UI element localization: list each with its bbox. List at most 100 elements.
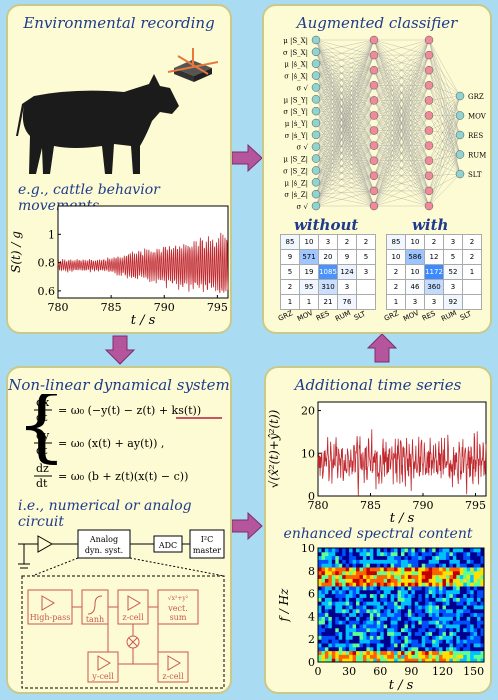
x-tick-label: 790 — [413, 499, 434, 512]
panel-cls: Augmented classifier μ |S_X| σ |S_X| μ |ṡ_… — [262, 4, 492, 334]
cm-cell: 3 — [356, 264, 376, 280]
cm-cell: 10 — [299, 234, 319, 250]
y-tick-label: 2 — [308, 633, 315, 646]
neural-network: μ |S_X| σ |S_X| μ |ṡ_X| σ |ṡ_X| σ √ μ |S_Y| σ … — [283, 35, 487, 211]
nn-node — [311, 178, 321, 187]
circuit-sum: sum — [170, 613, 187, 622]
nn-input-label: σ √ — [297, 144, 309, 152]
nn-node — [369, 186, 379, 196]
cm-cell: 3 — [443, 279, 463, 295]
nn-input-label: σ |ṡ_Z| — [284, 191, 308, 199]
nn-node — [424, 50, 434, 60]
cm-cell: 571 — [299, 249, 319, 265]
nn-node — [424, 96, 434, 105]
series-line — [57, 232, 229, 294]
cm-cell: 1 — [299, 294, 319, 310]
circuit-sqrt: √x²+y² — [168, 595, 189, 602]
y-tick-label: 10 — [301, 447, 315, 460]
circuit-highpass: High-pass — [30, 613, 71, 622]
cm-class-label: GRZ — [383, 309, 401, 323]
nn-input-label: μ |S_X| — [283, 37, 308, 45]
env-title: Environmental recording — [23, 14, 215, 32]
cm-cell: 2 — [386, 264, 406, 280]
nn-node — [424, 141, 434, 150]
nn-node — [369, 50, 379, 60]
circuit-zcell2: z-cell — [162, 672, 184, 681]
svg-text:dz: dz — [36, 462, 49, 475]
y-tick-label: 0 — [308, 490, 315, 503]
nn-node — [369, 81, 379, 90]
cm-cell: 124 — [337, 264, 357, 280]
nn-node — [311, 95, 321, 104]
nn-node — [369, 111, 379, 120]
nn-input-label: σ |ṡ_Y| — [285, 132, 308, 140]
svg-text:dt: dt — [36, 477, 48, 490]
acceleration-chart: 780 785 790 795 0.6 0.8 1 t / s S(t) / g — [9, 205, 229, 328]
cm-cell: 3 — [424, 294, 444, 310]
cm-class-label: RES — [314, 309, 331, 323]
panel-env: Environmental recording e.g., cattle beh… — [6, 4, 232, 334]
y-tick-label: 4 — [308, 610, 315, 623]
circuit-master: master — [193, 546, 221, 555]
x-tick-label: 780 — [308, 499, 329, 512]
cm-class-label: MOV — [402, 308, 421, 324]
circuit-analog: Analog — [89, 535, 118, 544]
arrow-ats-to-cls — [366, 333, 398, 363]
arrow-env-to-cls — [231, 143, 263, 173]
nn-input-label: σ |S_Y| — [283, 108, 308, 116]
confusion-matrix-without: 85 10 3 2 2 9 571 20 9 5 5 19 1085 124 3 2 95 310 3 1 1 21 76 — [280, 234, 376, 310]
panel-ats: Additional time series 780 785 790 795 0 10 20… — [264, 366, 492, 694]
circuit-ycell: y-cell — [91, 672, 114, 681]
nn-node — [311, 35, 321, 45]
y-axis-label: S(t) / g — [9, 231, 23, 273]
svg-text:dx: dx — [36, 396, 50, 409]
cm-cell — [356, 294, 376, 310]
x-tick-label: 30 — [342, 665, 356, 678]
nn-node — [369, 65, 379, 75]
y-tick-label: 20 — [301, 405, 315, 418]
cm-cell: 52 — [443, 264, 463, 280]
nn-node — [369, 126, 379, 135]
nn-node — [311, 59, 321, 68]
nn-node — [369, 35, 379, 45]
circuit-adc: ADC — [158, 541, 177, 550]
circuit-zcell: z-cell — [122, 613, 144, 622]
cm-cell: 76 — [337, 294, 357, 310]
nn-node — [455, 169, 465, 179]
cm-cell — [462, 279, 482, 295]
y-tick-label: 8 — [308, 565, 315, 578]
nn-node — [311, 201, 321, 211]
nn-node — [424, 126, 434, 135]
nn-node — [455, 111, 465, 120]
nn-node — [369, 201, 379, 211]
cm-class-label: MOV — [296, 308, 315, 324]
spectrogram: 0 30 60 90 120 150 0 2 4 6 8 10 t / s f / Hz — [277, 544, 485, 692]
nn-input-label: μ |S_Y| — [284, 96, 308, 104]
cm-class-label: RES — [420, 309, 437, 323]
cm-cell: 10 — [405, 264, 425, 280]
eq-dy: = ω₀ (x(t) + ay(t)) , — [58, 437, 164, 450]
nn-input-label: μ |S_Z| — [283, 156, 308, 164]
cm-cell: 10 — [386, 249, 406, 265]
cls-without-label: without — [294, 216, 359, 234]
y-axis-label: f / Hz — [277, 588, 291, 623]
x-tick-label: 795 — [207, 301, 228, 314]
cm-cell: 2 — [424, 234, 444, 250]
cm-class-label: SLT — [352, 309, 367, 323]
y-tick-label: 10 — [301, 544, 315, 555]
nn-node — [369, 141, 379, 150]
cm-cell: 46 — [405, 279, 425, 295]
cm-cell: 19 — [299, 264, 319, 280]
cm-cell: 9 — [280, 249, 300, 265]
x-tick-label: 785 — [360, 499, 381, 512]
nn-node — [424, 65, 434, 75]
cm-labels-without: GRZ MOV RES RUM SLT — [277, 308, 378, 330]
nn-node — [455, 91, 465, 101]
cm-class-label: SLT — [458, 309, 473, 323]
eq-dx: = ω₀ (−y(t) − z(t) + ks(t)) — [58, 404, 201, 417]
nn-output-label: RUM — [468, 152, 486, 160]
cm-cell: 2 — [462, 234, 482, 250]
cm-cell: 2 — [337, 234, 357, 250]
nn-node — [311, 166, 321, 175]
